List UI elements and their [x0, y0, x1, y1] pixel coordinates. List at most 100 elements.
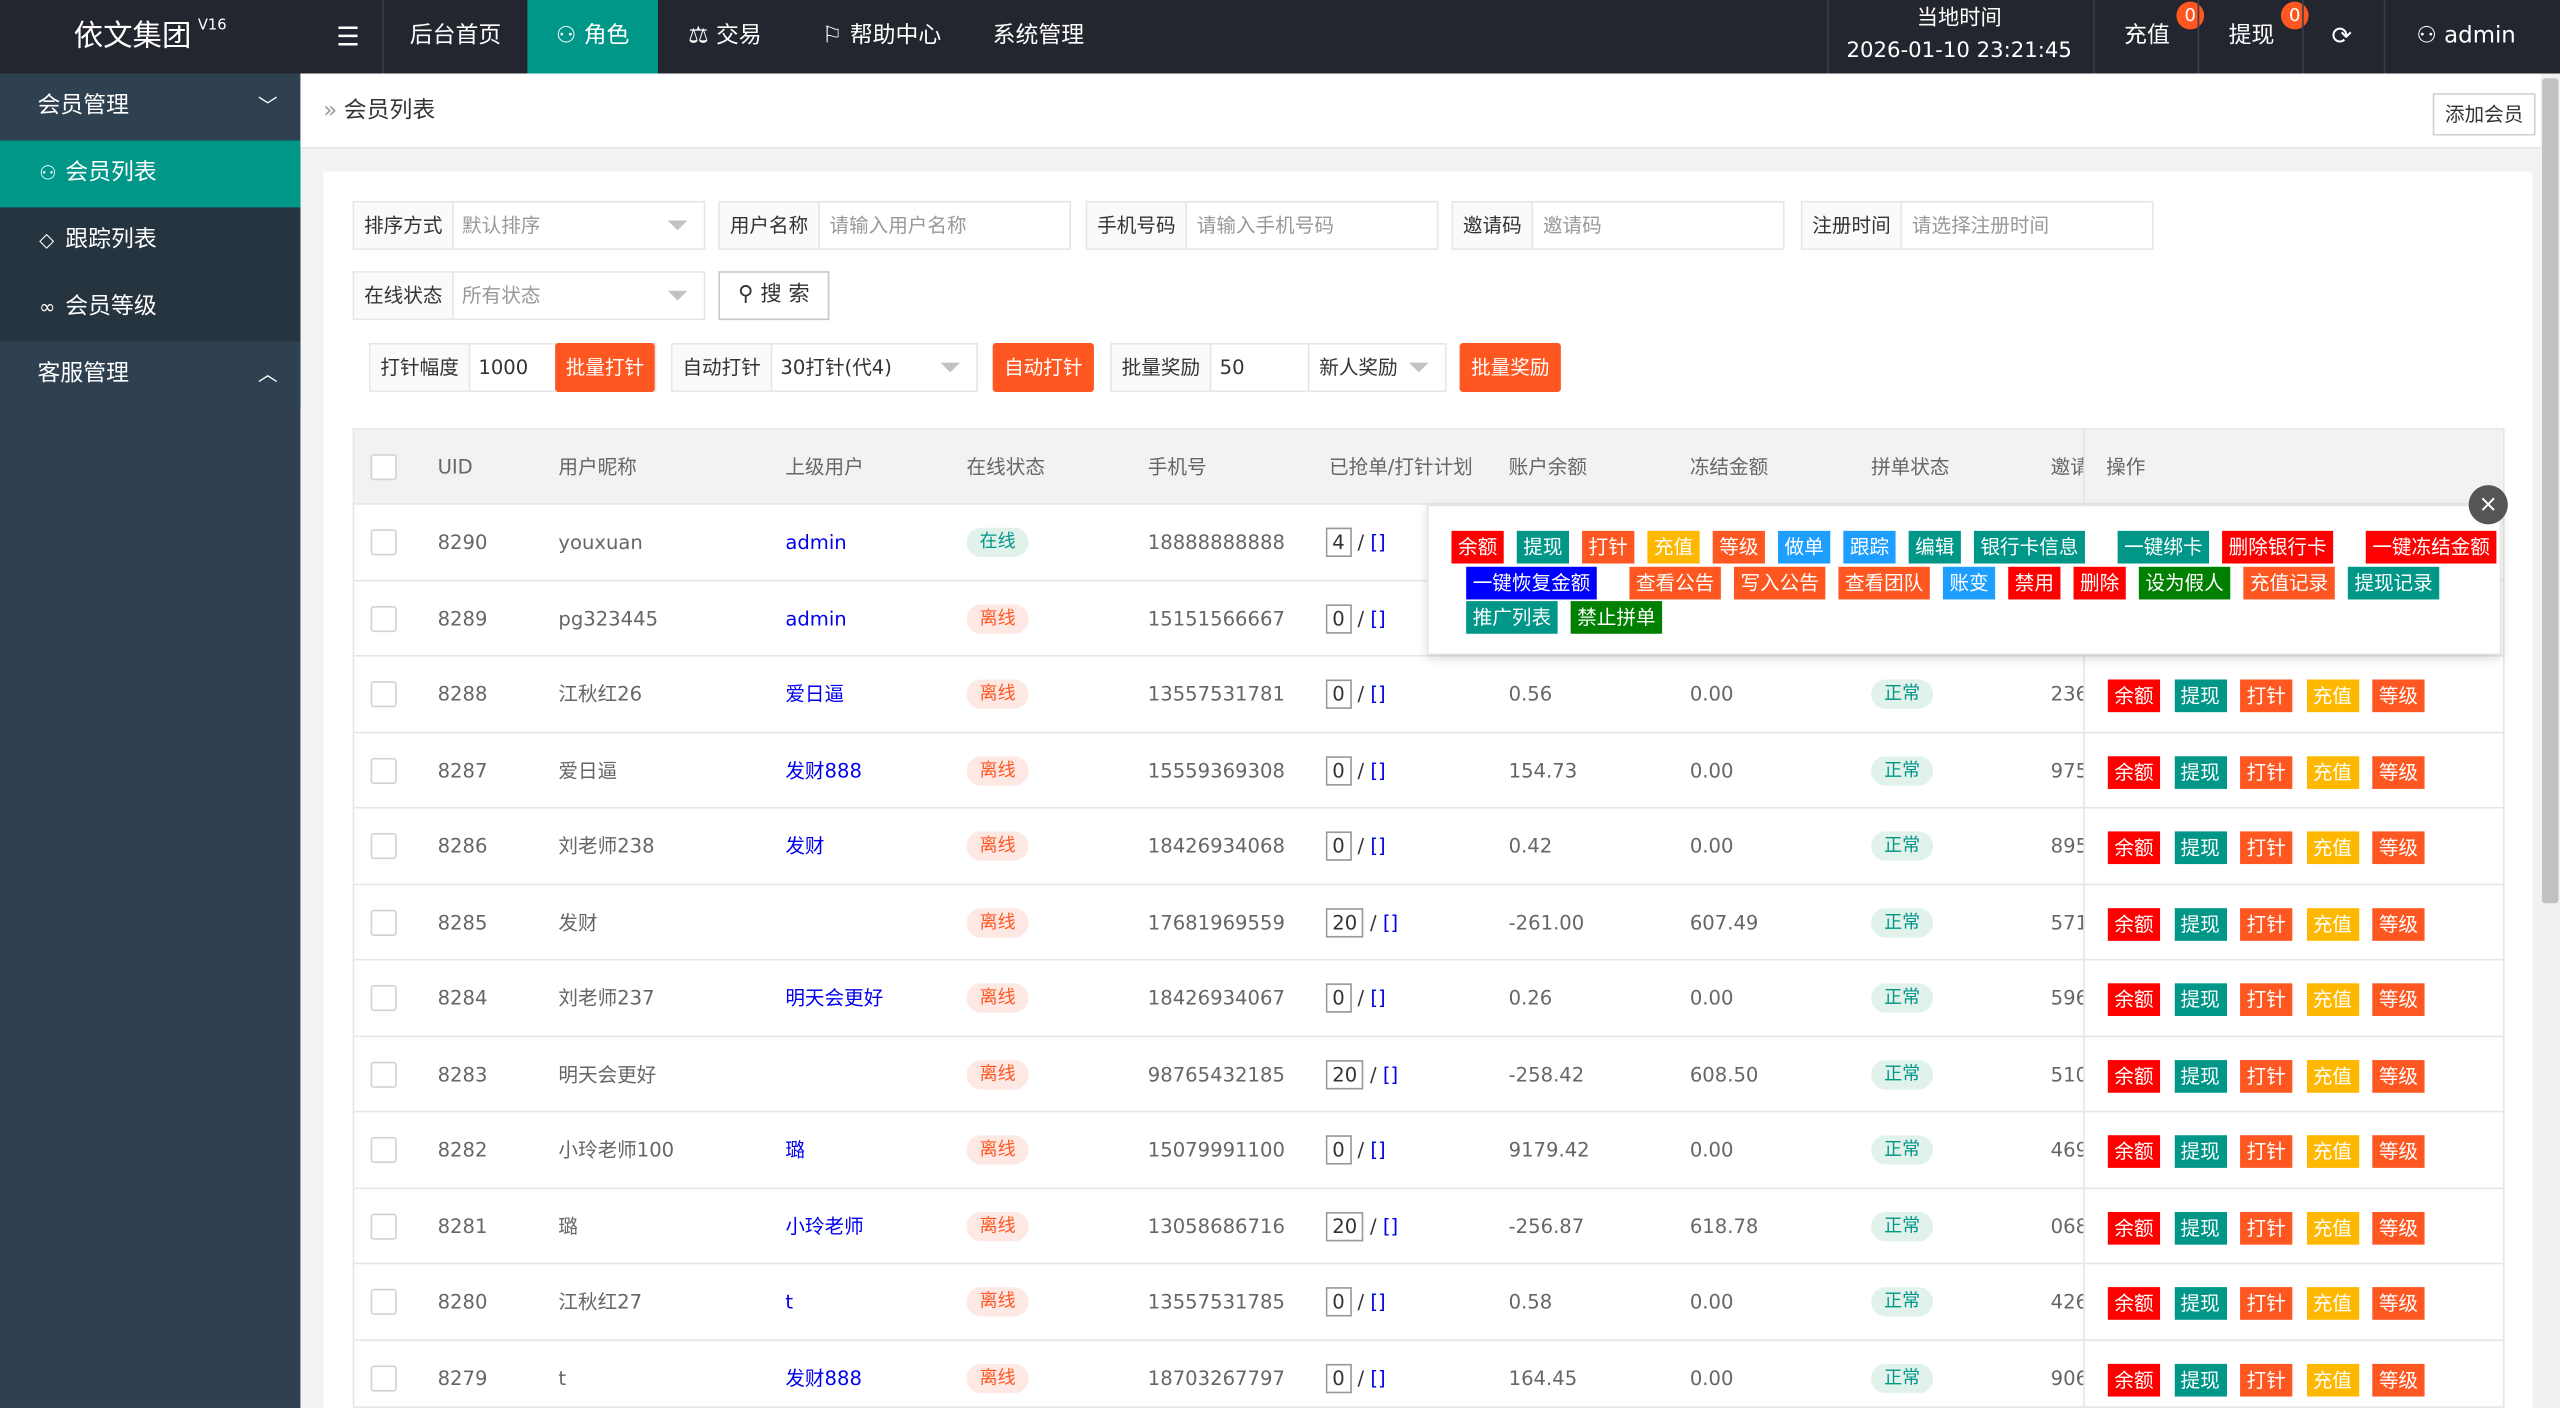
- nav-help[interactable]: ⚐ 帮助中心: [800, 0, 963, 74]
- sidebar-group-service[interactable]: 客服管理 ︿: [0, 341, 301, 409]
- clock-plan-link[interactable]: []: [1370, 682, 1386, 706]
- row-checkbox[interactable]: [370, 1212, 397, 1239]
- popup-action-button[interactable]: 推广列表: [1466, 601, 1558, 634]
- row-action-button[interactable]: 提现: [2173, 831, 2227, 865]
- row-checkbox[interactable]: [370, 529, 397, 556]
- nav-system[interactable]: 系统管理: [970, 0, 1107, 74]
- popup-action-button[interactable]: 一键冻结金额: [2365, 530, 2497, 564]
- scrollbar-thumb[interactable]: [2542, 78, 2559, 904]
- cell-parent-link[interactable]: t: [785, 1290, 794, 1314]
- grab-count-input[interactable]: 0: [1325, 603, 1352, 633]
- popup-action-button[interactable]: 充值记录: [2243, 566, 2335, 600]
- row-action-button[interactable]: 提现: [2173, 1135, 2227, 1168]
- recharge-link[interactable]: 充值: [2124, 0, 2170, 74]
- regtime-field[interactable]: 注册时间 请选择注册时间: [1800, 200, 2154, 250]
- row-action-button[interactable]: 等级: [2372, 1059, 2425, 1092]
- row-action-button[interactable]: 打针: [2240, 679, 2293, 713]
- phone-field[interactable]: 手机号码 请输入手机号码: [1085, 200, 1439, 250]
- grab-count-input[interactable]: 0: [1325, 1363, 1352, 1393]
- clock-plan-link[interactable]: []: [1382, 1062, 1399, 1086]
- clock-plan-link[interactable]: []: [1382, 910, 1399, 934]
- cell-parent-link[interactable]: 爱日逼: [785, 682, 845, 706]
- row-action-button[interactable]: 余额: [2107, 831, 2161, 865]
- row-checkbox[interactable]: [370, 605, 397, 632]
- popup-action-button[interactable]: 查看团队: [1838, 566, 1930, 600]
- refresh-icon[interactable]: ⟳: [2331, 21, 2353, 51]
- online-status-select[interactable]: 在线状态 所有状态: [352, 271, 706, 321]
- row-checkbox[interactable]: [370, 1136, 397, 1163]
- auto-clock-select[interactable]: 自动打针 30打针(代4): [671, 343, 978, 393]
- row-action-button[interactable]: 充值: [2306, 679, 2359, 713]
- user-menu[interactable]: ⚇ admin: [2416, 0, 2515, 74]
- add-member-button[interactable]: 添加会员: [2432, 93, 2536, 136]
- row-action-button[interactable]: 打针: [2240, 1059, 2293, 1092]
- row-checkbox[interactable]: [370, 681, 397, 708]
- popup-action-button[interactable]: 银行卡信息: [1973, 530, 2085, 564]
- sidebar-group-member[interactable]: 会员管理 ﹀: [0, 73, 301, 141]
- row-action-button[interactable]: 充值: [2306, 1363, 2359, 1396]
- clock-plan-link[interactable]: []: [1370, 1138, 1386, 1162]
- batch-reward-button[interactable]: 批量奖励: [1459, 343, 1561, 393]
- row-action-button[interactable]: 等级: [2372, 1135, 2425, 1168]
- row-checkbox[interactable]: [370, 833, 397, 860]
- row-action-button[interactable]: 提现: [2173, 1287, 2227, 1320]
- cell-parent-link[interactable]: admin: [785, 530, 847, 554]
- logo[interactable]: 依文集团 V16: [0, 0, 300, 74]
- nav-role[interactable]: ⚇ 角色: [527, 0, 658, 74]
- popup-action-button[interactable]: 打针: [1582, 530, 1635, 564]
- row-checkbox[interactable]: [370, 1288, 397, 1315]
- popup-action-button[interactable]: 等级: [1712, 530, 1765, 564]
- cell-parent-link[interactable]: 明天会更好: [785, 986, 884, 1010]
- popup-action-button[interactable]: 余额: [1451, 530, 1504, 564]
- popup-action-button[interactable]: 跟踪: [1843, 530, 1896, 564]
- close-icon[interactable]: ×: [2468, 485, 2508, 525]
- sidebar-item-member-level[interactable]: ∞ 会员等级: [0, 274, 301, 342]
- menu-toggle-icon[interactable]: ☰: [336, 21, 360, 53]
- popup-action-button[interactable]: 一键绑卡: [2117, 530, 2210, 564]
- cell-parent-link[interactable]: admin: [785, 606, 847, 630]
- popup-action-button[interactable]: 设为假人: [2138, 566, 2231, 600]
- popup-action-button[interactable]: 删除: [2073, 566, 2126, 600]
- grab-count-input[interactable]: 20: [1325, 1211, 1364, 1241]
- row-action-button[interactable]: 等级: [2372, 983, 2425, 1016]
- popup-action-button[interactable]: 禁用: [2008, 566, 2061, 600]
- popup-action-button[interactable]: 删除银行卡: [2222, 530, 2334, 564]
- clock-plan-link[interactable]: []: [1370, 986, 1386, 1010]
- invite-code-field[interactable]: 邀请码 邀请码: [1451, 200, 1785, 250]
- row-action-button[interactable]: 充值: [2306, 755, 2359, 789]
- row-action-button[interactable]: 提现: [2173, 755, 2227, 789]
- row-action-button[interactable]: 余额: [2107, 1211, 2161, 1244]
- row-action-button[interactable]: 打针: [2240, 1363, 2293, 1396]
- row-action-button[interactable]: 打针: [2240, 755, 2293, 789]
- popup-action-button[interactable]: 做单: [1778, 530, 1831, 564]
- row-action-button[interactable]: 余额: [2107, 1135, 2161, 1168]
- grab-count-input[interactable]: 0: [1325, 679, 1352, 709]
- clock-plan-link[interactable]: []: [1370, 606, 1386, 630]
- withdraw-link[interactable]: 提现: [2229, 0, 2275, 74]
- popup-action-button[interactable]: 账变: [1942, 566, 1996, 600]
- popup-action-button[interactable]: 一键恢复金额: [1466, 566, 1597, 600]
- row-action-button[interactable]: 余额: [2107, 755, 2161, 789]
- row-checkbox[interactable]: [370, 757, 397, 784]
- sidebar-item-member-list[interactable]: ⚇ 会员列表: [0, 140, 301, 208]
- grab-count-input[interactable]: 20: [1325, 907, 1364, 937]
- clock-plan-link[interactable]: []: [1370, 1366, 1386, 1390]
- grab-count-input[interactable]: 0: [1325, 831, 1352, 861]
- row-action-button[interactable]: 等级: [2372, 1363, 2425, 1396]
- row-action-button[interactable]: 充值: [2306, 1211, 2359, 1244]
- row-action-button[interactable]: 余额: [2107, 1363, 2161, 1396]
- row-action-button[interactable]: 打针: [2240, 1287, 2293, 1320]
- grab-count-input[interactable]: 0: [1325, 755, 1352, 785]
- auto-clock-button[interactable]: 自动打针: [992, 343, 1094, 393]
- clock-plan-link[interactable]: []: [1370, 1290, 1386, 1314]
- row-action-button[interactable]: 充值: [2306, 1287, 2359, 1320]
- row-action-button[interactable]: 提现: [2173, 1059, 2227, 1092]
- row-action-button[interactable]: 等级: [2372, 679, 2425, 713]
- select-all-checkbox[interactable]: [370, 454, 397, 481]
- row-action-button[interactable]: 提现: [2173, 1363, 2227, 1396]
- grab-count-input[interactable]: 0: [1325, 1135, 1352, 1165]
- popup-action-button[interactable]: 充值: [1647, 530, 1700, 564]
- username-field[interactable]: 用户名称 请输入用户名称: [718, 200, 1072, 250]
- grab-count-input[interactable]: 0: [1325, 983, 1352, 1013]
- row-action-button[interactable]: 打针: [2240, 831, 2293, 865]
